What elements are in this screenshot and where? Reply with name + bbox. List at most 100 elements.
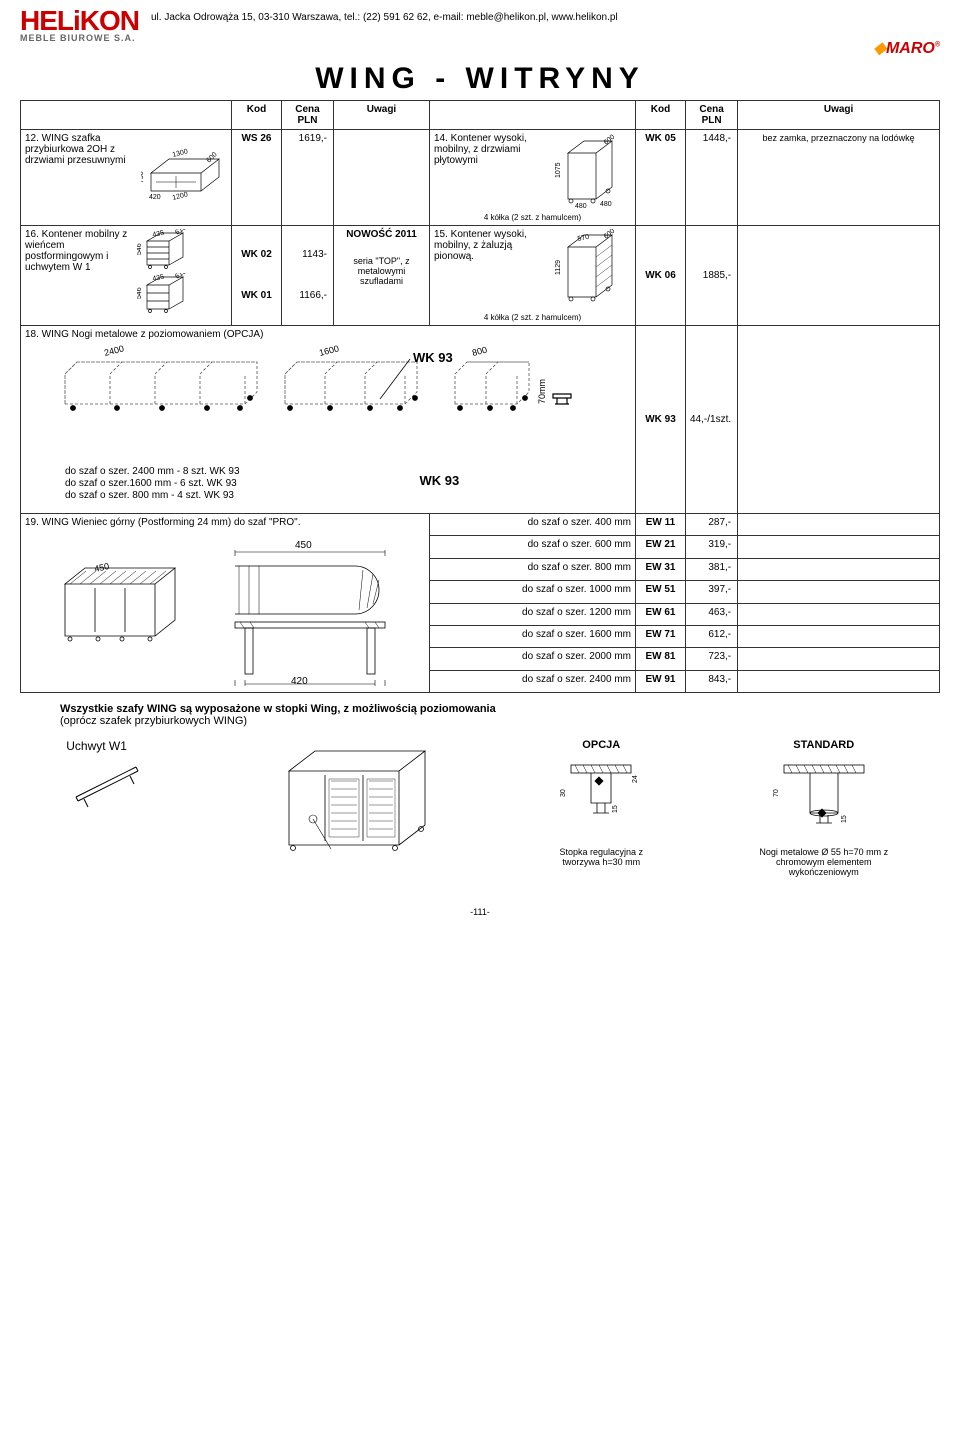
- ew-row-price: 381,-: [686, 558, 738, 580]
- col-uwagi-l: Uwagi: [334, 101, 430, 130]
- svg-text:1129: 1129: [555, 260, 562, 275]
- svg-text:2400: 2400: [103, 344, 125, 358]
- ew-row-price: 287,-: [686, 514, 738, 536]
- catalog-table: Kod Cena PLN Uwagi Kod Cena PLN Uwagi 12…: [20, 100, 940, 693]
- item19-cell: 19. WING Wieniec górny (Postforming 24 m…: [21, 514, 430, 693]
- svg-text:1300: 1300: [172, 148, 189, 159]
- ew-row-desc: do szaf o szer. 600 mm: [430, 536, 636, 558]
- foot-standard: STANDARD 70 15 Nogi metalowe Ø 55 h=70 m…: [754, 739, 894, 877]
- item16-kod: WK 02 WK 01: [232, 226, 282, 326]
- item14-desc: 14. Kontener wysoki, mobilny, z drzwiami…: [430, 130, 636, 226]
- item18-title: 18. WING Nogi metalowe z poziomowaniem (…: [25, 329, 631, 340]
- ew-row-desc: do szaf o szer. 1000 mm: [430, 581, 636, 603]
- ew-row-price: 319,-: [686, 536, 738, 558]
- item15-uwagi: [738, 226, 940, 326]
- svg-text:570: 570: [577, 234, 590, 243]
- svg-text:30: 30: [560, 789, 567, 797]
- foot-opcja: OPCJA 24 30 15 Stopka regulacyjna z twor…: [541, 739, 661, 867]
- ew-row-kod: EW 51: [636, 581, 686, 603]
- ew-row-desc: do szaf o szer. 400 mm: [430, 514, 636, 536]
- ew-row-price: 463,-: [686, 603, 738, 625]
- logo-maro: ◆MARO®: [874, 38, 940, 58]
- item12-desc: 12. WING szafka przybiurkowa 2OH z drzwi…: [21, 130, 232, 226]
- ew-row-desc: do szaf o szer. 2400 mm: [430, 670, 636, 692]
- svg-text:600: 600: [603, 134, 617, 147]
- ew-row-kod: EW 11: [636, 514, 686, 536]
- item15-desc: 15. Kontener wysoki, mobilny, z żaluzją …: [430, 226, 636, 326]
- item16-drawing1: 546 435 610: [137, 229, 193, 273]
- ew-row-price: 843,-: [686, 670, 738, 692]
- item18-uwagi: [738, 326, 940, 514]
- svg-text:546: 546: [137, 287, 143, 299]
- footer-diagrams: Uchwyt W1: [20, 729, 940, 887]
- contact-text: ul. Jacka Odrowąża 15, 03-310 Warszawa, …: [151, 8, 862, 23]
- svg-text:1200: 1200: [172, 191, 189, 201]
- col-kod-l: Kod: [232, 101, 282, 130]
- ew-row-price: 723,-: [686, 648, 738, 670]
- col-price-r: Cena PLN: [686, 101, 738, 130]
- item15-kod: WK 06: [636, 226, 686, 326]
- page-title: WING - WITRYNY: [20, 62, 940, 96]
- svg-text:600: 600: [205, 151, 218, 164]
- item16-uwagi: NOWOŚĆ 2011 seria "TOP", z metalowymi sz…: [334, 226, 430, 326]
- ew-row-desc: do szaf o szer. 800 mm: [430, 558, 636, 580]
- item16-drawing2: 546 435 610: [137, 273, 193, 317]
- col-kod-r: Kod: [636, 101, 686, 130]
- svg-text:420: 420: [291, 676, 308, 686]
- item18-cell: 18. WING Nogi metalowe z poziomowaniem (…: [21, 326, 636, 514]
- item18-price: 44,-/1szt.: [686, 326, 738, 514]
- svg-text:610: 610: [174, 273, 188, 281]
- svg-text:435: 435: [152, 274, 165, 283]
- svg-text:610: 610: [174, 229, 188, 237]
- item18-notes: do szaf o szer. 2400 mm - 8 szt. WK 93 d…: [65, 465, 240, 502]
- svg-text:WK 93: WK 93: [413, 350, 453, 365]
- svg-text:450: 450: [295, 540, 312, 551]
- header: HELiKON MEBLE BIUROWE S.A. ul. Jacka Odr…: [20, 8, 940, 58]
- item19-title: 19. WING Wieniec górny (Postforming 24 m…: [25, 517, 425, 528]
- ew-row-kod: EW 71: [636, 625, 686, 647]
- item14-kod: WK 05: [636, 130, 686, 226]
- item15-price: 1885,-: [686, 226, 738, 326]
- item12-kod: WS 26: [232, 130, 282, 226]
- item19-drawing: 450 450 420 440: [45, 536, 405, 686]
- col-price-l: Cena PLN: [282, 101, 334, 130]
- svg-text:15: 15: [612, 805, 619, 813]
- svg-text:480: 480: [600, 201, 612, 208]
- item14-price: 1448,-: [686, 130, 738, 226]
- item14-drawing: 1075 600 480 480: [550, 133, 630, 211]
- col-desc-l: [21, 101, 232, 130]
- svg-text:546: 546: [137, 243, 143, 255]
- svg-text:70: 70: [773, 789, 780, 797]
- svg-text:1075: 1075: [555, 162, 562, 178]
- svg-text:420: 420: [149, 194, 161, 201]
- col-uwagi-r: Uwagi: [738, 101, 940, 130]
- svg-text:450: 450: [93, 561, 110, 574]
- item14-uwagi: bez zamka, przeznaczony na lodówkę: [738, 130, 940, 226]
- svg-text:480: 480: [575, 203, 587, 210]
- ew-row-desc: do szaf o szer. 2000 mm: [430, 648, 636, 670]
- footer-note: Wszystkie szafy WING są wyposażone w sto…: [20, 693, 940, 729]
- svg-text:24: 24: [632, 775, 639, 783]
- svg-text:800: 800: [471, 345, 488, 358]
- page-number: -111-: [20, 907, 940, 917]
- ew-row-kod: EW 21: [636, 536, 686, 558]
- svg-text:70mm: 70mm: [537, 379, 547, 404]
- item12-price: 1619,-: [282, 130, 334, 226]
- item15-drawing: 1129 570 600: [550, 229, 630, 311]
- svg-text:15: 15: [841, 815, 848, 823]
- ew-row-kod: EW 31: [636, 558, 686, 580]
- ew-row-desc: do szaf o szer. 1600 mm: [430, 625, 636, 647]
- item12-drawing: 1300 600 750 1200 420: [141, 133, 227, 201]
- ew-row-price: 397,-: [686, 581, 738, 603]
- cabinet-iso: [269, 739, 449, 871]
- logo-helikon: HELiKON MEBLE BIUROWE S.A.: [20, 8, 139, 43]
- ew-row-kod: EW 91: [636, 670, 686, 692]
- item16-price: 1143- 1166,-: [282, 226, 334, 326]
- handle-w1: Uchwyt W1: [66, 739, 176, 819]
- svg-text:750: 750: [141, 171, 145, 183]
- item16-desc: 16. Kontener mobilny z wieńcem postformi…: [21, 226, 232, 326]
- ew-row-desc: do szaf o szer. 1200 mm: [430, 603, 636, 625]
- svg-text:600: 600: [603, 229, 617, 241]
- item12-uwagi: [334, 130, 430, 226]
- col-desc-r: [430, 101, 636, 130]
